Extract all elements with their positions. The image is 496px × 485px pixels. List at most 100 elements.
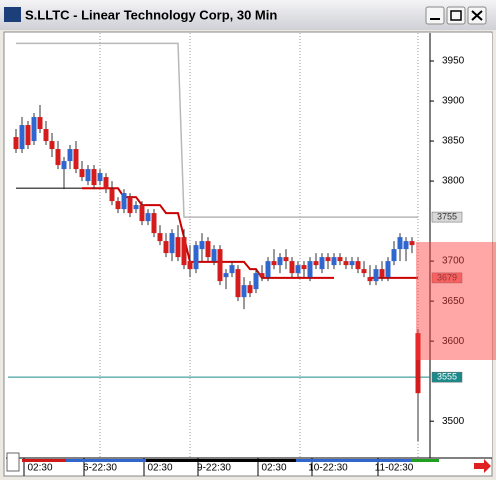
highlight-box <box>416 242 496 360</box>
candle-body <box>169 233 175 254</box>
candle-body <box>361 269 367 274</box>
candle-body <box>19 125 25 150</box>
price-marker-label: 3679 <box>437 272 457 282</box>
plot: 3500 3600 3650 3700 3800 3850 3900 3950 02:30 6-2… <box>8 42 465 476</box>
candle-body <box>409 241 415 246</box>
candle-body <box>109 189 115 202</box>
candle-body <box>277 257 283 266</box>
x-tick-label: 6-22:30 <box>83 463 117 474</box>
candle-body <box>205 241 211 258</box>
candle-body <box>91 169 97 186</box>
y-tick-label: 3700 <box>442 256 465 267</box>
candle-body <box>187 261 193 270</box>
candle-body <box>79 169 85 178</box>
candle-body <box>61 161 67 170</box>
x-tick-label: 10-22:30 <box>308 463 348 474</box>
candle-body <box>223 273 229 278</box>
candle-body <box>379 269 385 278</box>
line-series <box>16 42 418 218</box>
candle-body <box>49 141 55 150</box>
candle-body <box>241 285 247 298</box>
candle-body <box>259 273 265 278</box>
candle-body <box>163 241 169 254</box>
candle-body <box>103 177 109 190</box>
window-title: S.LLTC - Linear Technology Corp, 30 Min <box>25 7 277 22</box>
close-button[interactable] <box>467 6 487 25</box>
x-tick-label: 11-02:30 <box>375 463 414 474</box>
candle-body <box>25 125 31 146</box>
candle-body <box>157 233 163 242</box>
y-tick-label: 3650 <box>442 296 465 307</box>
price-marker-label: 3755 <box>437 211 457 221</box>
scroll-handle[interactable] <box>6 452 20 472</box>
candle-body <box>337 257 343 262</box>
candle-body <box>373 269 379 282</box>
candle-body <box>271 261 277 266</box>
candle-body <box>367 277 373 282</box>
candle-body <box>265 261 271 278</box>
candle-body <box>313 261 319 266</box>
candle-body <box>139 205 145 222</box>
candle-body <box>415 333 421 394</box>
candle-body <box>13 137 19 150</box>
minimize-button[interactable] <box>425 6 445 25</box>
candle-body <box>355 261 361 270</box>
y-tick-label: 3850 <box>442 136 465 147</box>
candle-body <box>37 117 43 130</box>
y-tick-label: 3500 <box>442 416 465 427</box>
candle-body <box>301 265 307 270</box>
price-marker <box>431 211 463 223</box>
y-tick-label: 3950 <box>442 56 465 67</box>
candle-body <box>97 173 103 182</box>
maximize-button[interactable] <box>446 6 466 25</box>
x-tick-label: 02:30 <box>261 463 286 474</box>
candle-body <box>343 261 349 266</box>
title-bar <box>0 0 496 30</box>
price-marker-label: 3555 <box>437 372 457 382</box>
candle-body <box>127 197 133 214</box>
candle-body <box>217 249 223 282</box>
candle-body <box>397 237 403 250</box>
candle-body <box>235 269 241 298</box>
candle-body <box>319 257 325 270</box>
candle-body <box>73 149 79 170</box>
timeline-strip <box>22 459 439 462</box>
chart-area <box>3 31 493 477</box>
candle-body <box>145 213 151 222</box>
candle-body <box>193 245 199 270</box>
candle-body <box>349 261 355 266</box>
candle-body <box>325 257 331 262</box>
candle-body <box>151 213 157 234</box>
candle-body <box>67 149 73 162</box>
candle-body <box>121 193 127 210</box>
candle-body <box>283 257 289 262</box>
scroll-arrow[interactable] <box>474 459 491 473</box>
candle-body <box>175 237 181 258</box>
candle-body <box>385 261 391 278</box>
candle-body <box>289 261 295 274</box>
y-tick-label: 3900 <box>442 96 465 107</box>
candle-body <box>133 205 139 210</box>
candle-body <box>43 129 49 142</box>
candle-body <box>229 265 235 274</box>
candle-body <box>331 257 337 266</box>
x-tick-label: 02:30 <box>147 463 172 474</box>
candle-body <box>211 249 217 262</box>
app-icon <box>4 7 21 22</box>
candle-body <box>247 285 253 294</box>
y-tick-label: 3800 <box>442 176 465 187</box>
candle-body <box>31 117 37 142</box>
candle-body <box>307 261 313 278</box>
candle-body <box>403 241 409 250</box>
candle-body <box>199 241 205 250</box>
price-axis <box>430 33 492 458</box>
x-tick-label: 02:30 <box>27 463 52 474</box>
price-marker <box>431 272 463 284</box>
x-tick-label: 9-22:30 <box>197 463 231 474</box>
candle-body <box>115 201 121 210</box>
y-tick-label: 3600 <box>442 336 465 347</box>
candle-body <box>181 237 187 266</box>
candle-body <box>295 265 301 274</box>
